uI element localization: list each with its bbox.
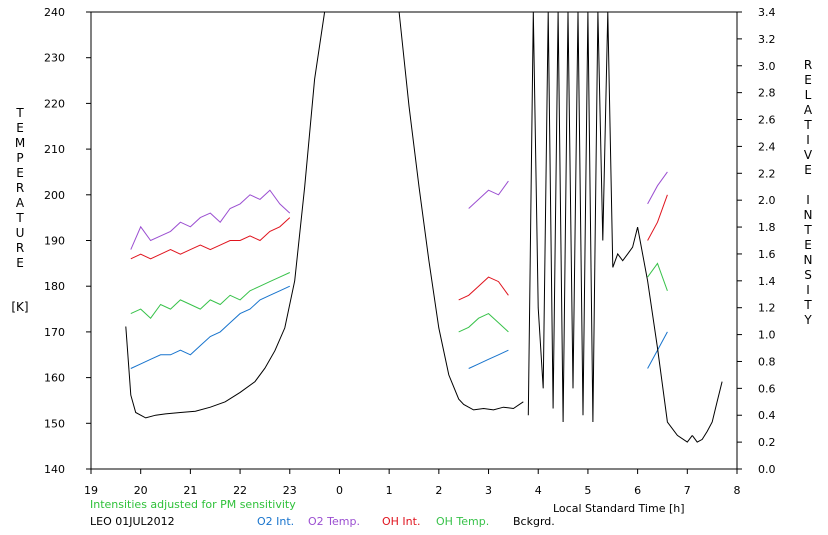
right-tick-label: 2.0	[758, 194, 776, 207]
x-axis-label: Local Standard Time [h]	[553, 502, 685, 515]
right-tick-label: 2.8	[758, 87, 776, 100]
x-axis-ticks: 19 20 21 22 23 0 1 2 3 4 5 6 7 8	[84, 469, 741, 497]
legend-item: O2 Int.	[257, 515, 295, 528]
x-tick-label: 19	[84, 484, 98, 497]
series-line-oh-int	[458, 276, 509, 301]
x-tick-label: 21	[183, 484, 197, 497]
right-tick-label: 3.2	[758, 33, 776, 46]
right-tick-label: 2.2	[758, 167, 776, 180]
left-tick-label: 150	[44, 417, 65, 430]
series-line-bckgrd	[691, 381, 723, 443]
x-tick-label: 5	[584, 484, 591, 497]
series-line-o2-temp	[130, 189, 291, 250]
x-tick-label: 8	[734, 484, 741, 497]
sensitivity-note: Intensities adjusted for PM sensitivity	[90, 498, 296, 511]
x-tick-label: 20	[134, 484, 148, 497]
left-tick-label: 200	[44, 189, 65, 202]
x-tick-label: 0	[336, 484, 343, 497]
legend-item: OH Temp.	[436, 515, 490, 528]
x-tick-label: 7	[684, 484, 691, 497]
x-tick-label: 2	[435, 484, 442, 497]
left-tick-label: 220	[44, 97, 65, 110]
series-line-oh-int	[130, 217, 291, 260]
right-tick-label: 1.2	[758, 302, 776, 315]
right-tick-label: 1.8	[758, 221, 776, 234]
series-line-bckgrd	[125, 11, 355, 419]
right-tick-label: 3.4	[758, 6, 776, 19]
right-tick-label: 1.4	[758, 275, 776, 288]
left-tick-label: 180	[44, 280, 65, 293]
legend-item: Bckgrd.	[513, 515, 555, 528]
right-tick-label: 2.6	[758, 114, 776, 127]
legend-item: OH Int.	[382, 515, 421, 528]
right-tick-label: 1.0	[758, 329, 776, 342]
series-line-bckgrd	[527, 11, 693, 443]
right-axis-ticks: 0.0 0.2 0.4 0.6 0.8 1.0 1.2 1.4 1.6 1.8 2.0 2.2 2.4 2…	[737, 6, 776, 476]
series-line-oh-temp	[647, 262, 668, 291]
series-line-o2-temp	[647, 171, 668, 205]
x-tick-label: 4	[535, 484, 542, 497]
left-tick-label: 240	[44, 6, 65, 19]
left-axis-ticks: 140 150 160 170 180 190 200 210 220 230 240	[44, 6, 91, 476]
station-label: LEO 01JUL2012	[90, 515, 175, 528]
series-line-bckgrd	[398, 11, 524, 411]
right-tick-label: 3.0	[758, 60, 776, 73]
left-tick-label: 140	[44, 463, 65, 476]
x-tick-label: 23	[283, 484, 297, 497]
right-tick-label: 2.4	[758, 140, 776, 153]
right-tick-label: 0.4	[758, 409, 776, 422]
left-tick-label: 210	[44, 143, 65, 156]
series-line-o2-temp	[468, 180, 509, 209]
x-tick-label: 6	[634, 484, 641, 497]
right-tick-label: 1.6	[758, 248, 776, 261]
legend-item: O2 Temp.	[308, 515, 360, 528]
x-tick-label: 1	[386, 484, 393, 497]
right-tick-label: 0.6	[758, 382, 776, 395]
x-tick-label: 3	[485, 484, 492, 497]
left-axis-unit: [K]	[11, 300, 29, 314]
left-tick-label: 230	[44, 52, 65, 65]
series-layer	[125, 11, 723, 443]
series-line-o2-int	[468, 349, 509, 369]
left-tick-label: 160	[44, 372, 65, 385]
series-line-oh-temp	[130, 272, 291, 319]
left-tick-label: 170	[44, 326, 65, 339]
series-line-oh-int	[647, 194, 668, 241]
right-tick-label: 0.8	[758, 355, 776, 368]
series-line-oh-temp	[458, 313, 509, 333]
right-tick-label: 0.0	[758, 463, 776, 476]
right-tick-label: 0.2	[758, 436, 776, 449]
x-tick-label: 22	[233, 484, 247, 497]
series-line-o2-int	[130, 285, 291, 369]
left-tick-label: 190	[44, 235, 65, 248]
